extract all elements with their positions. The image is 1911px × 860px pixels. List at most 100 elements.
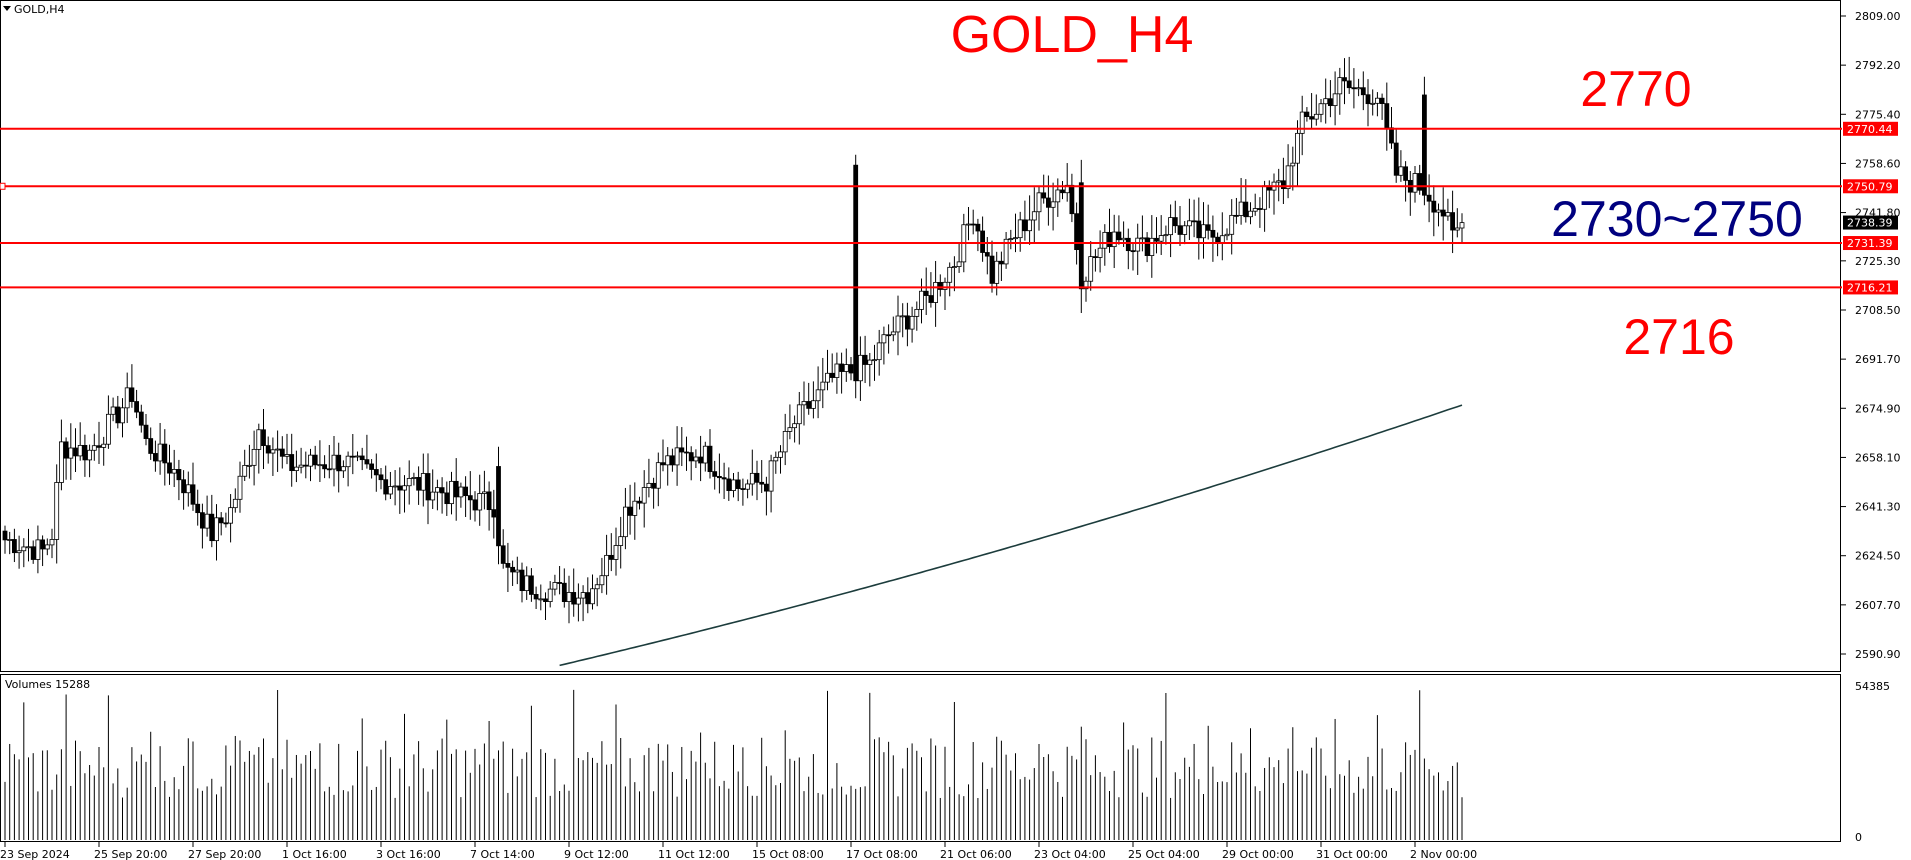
time-tick-label: 17 Oct 08:00 bbox=[846, 848, 918, 860]
candle-bear bbox=[829, 372, 835, 378]
candle-bear bbox=[980, 230, 985, 253]
candle-bull bbox=[594, 584, 600, 590]
candle-bear bbox=[1234, 214, 1239, 217]
candle-bear bbox=[1125, 237, 1131, 252]
candle-bear bbox=[1328, 98, 1333, 107]
candle-bear bbox=[359, 455, 365, 461]
candle-bear bbox=[970, 223, 976, 226]
candle-bear bbox=[1074, 213, 1079, 251]
candle-bull bbox=[632, 500, 638, 516]
candle-bull bbox=[966, 223, 971, 226]
candle-bull bbox=[876, 342, 882, 361]
candle-bear bbox=[96, 445, 102, 448]
candle-bear bbox=[40, 539, 45, 550]
candle-bull bbox=[1332, 93, 1338, 107]
candle-bear bbox=[557, 582, 562, 584]
candle-bear bbox=[491, 509, 497, 518]
candle-bear bbox=[543, 598, 548, 602]
candle-bull bbox=[59, 441, 64, 483]
candle-bear bbox=[627, 506, 633, 516]
candle-bull bbox=[1111, 231, 1117, 248]
candle-bull bbox=[275, 448, 281, 451]
candle-bull bbox=[256, 429, 262, 450]
price-tick-label: 2658.10 bbox=[1855, 451, 1901, 464]
price-tick-label: 2792.20 bbox=[1855, 59, 1901, 72]
candle-bear bbox=[129, 387, 135, 402]
candle-bull bbox=[1436, 209, 1441, 213]
candle-bull bbox=[1102, 231, 1108, 249]
candle-bull bbox=[91, 445, 97, 451]
candle-bull bbox=[1187, 220, 1192, 227]
candle-bear bbox=[152, 453, 158, 462]
candle-bull bbox=[232, 498, 238, 509]
candle-bear bbox=[740, 488, 746, 490]
horizontal-levels[interactable]: 2770.44 2750.79 2731.39 2716.21 2738.39 bbox=[0, 121, 1898, 295]
price-tick-label: 2775.40 bbox=[1855, 108, 1901, 121]
candle-bull bbox=[768, 460, 774, 492]
candle-bull bbox=[613, 545, 619, 560]
candle-bull bbox=[1370, 102, 1376, 105]
candle-bull bbox=[317, 464, 323, 467]
candle-bull bbox=[204, 513, 210, 529]
candle-bull bbox=[284, 454, 290, 457]
candle-bull bbox=[994, 260, 1000, 284]
candle-bull bbox=[77, 444, 83, 457]
candle-bull bbox=[952, 266, 957, 268]
candle-bull bbox=[1454, 227, 1460, 231]
candle-bull bbox=[331, 454, 337, 470]
candle-bear bbox=[209, 513, 215, 542]
candle-bear bbox=[1389, 127, 1394, 144]
candle-bear bbox=[1154, 237, 1159, 242]
candle-bear bbox=[2, 530, 8, 541]
volume-max-label: 54385 bbox=[1855, 680, 1890, 693]
candlesticks bbox=[2, 56, 1465, 624]
candle-bull bbox=[44, 544, 50, 550]
volumes-label: Volumes 15288 bbox=[5, 678, 90, 691]
candle-bull bbox=[1135, 237, 1141, 252]
chart-menu-triangle-icon[interactable] bbox=[3, 6, 11, 11]
candle-bull bbox=[1248, 210, 1253, 218]
candle-bear bbox=[397, 485, 403, 491]
candle-bear bbox=[162, 443, 168, 464]
price-tick-label: 2758.60 bbox=[1855, 157, 1901, 170]
candle-bull bbox=[524, 575, 530, 592]
level-drag-handle[interactable] bbox=[0, 182, 6, 190]
candle-bear bbox=[1093, 256, 1098, 259]
candle-bear bbox=[937, 282, 943, 290]
time-tick-label: 21 Oct 06:00 bbox=[940, 848, 1012, 860]
candle-bull bbox=[867, 359, 873, 365]
candle-bull bbox=[566, 592, 572, 603]
candle-bear bbox=[350, 455, 356, 458]
candle-bull bbox=[1229, 214, 1235, 235]
chart-title: GOLD_H4 bbox=[951, 6, 1194, 64]
candle-bull bbox=[1398, 166, 1404, 176]
candle-bear bbox=[923, 290, 929, 296]
candle-bull bbox=[811, 400, 816, 409]
candle-bear bbox=[279, 448, 285, 457]
candle-bull bbox=[538, 598, 544, 601]
candle-bear bbox=[1041, 192, 1047, 199]
candle-bear bbox=[717, 475, 722, 479]
candle-bull bbox=[87, 449, 92, 461]
candle-bull bbox=[120, 407, 125, 424]
candle-bear bbox=[1304, 111, 1310, 118]
price-tick-label: 2708.50 bbox=[1855, 304, 1901, 317]
candle-bull bbox=[246, 464, 252, 467]
level-price-label: 2770.44 bbox=[1847, 123, 1893, 136]
candle-bear bbox=[571, 592, 577, 605]
price-tick-label: 2607.70 bbox=[1855, 599, 1901, 612]
candle-bear bbox=[223, 522, 229, 525]
time-tick-label: 31 Oct 00:00 bbox=[1316, 848, 1388, 860]
volume-pane bbox=[0, 674, 1841, 842]
candle-bull bbox=[909, 315, 915, 330]
candle-bull bbox=[1036, 192, 1042, 213]
candle-bull bbox=[815, 389, 821, 402]
candle-bear bbox=[453, 480, 459, 498]
candle-bull bbox=[387, 486, 393, 495]
candle-bear bbox=[1078, 182, 1084, 290]
candle-bear bbox=[712, 471, 718, 477]
volume-bars: 54385 0 bbox=[4, 680, 1890, 844]
candle-bull bbox=[124, 387, 130, 409]
time-tick-label: 15 Oct 08:00 bbox=[752, 848, 824, 860]
